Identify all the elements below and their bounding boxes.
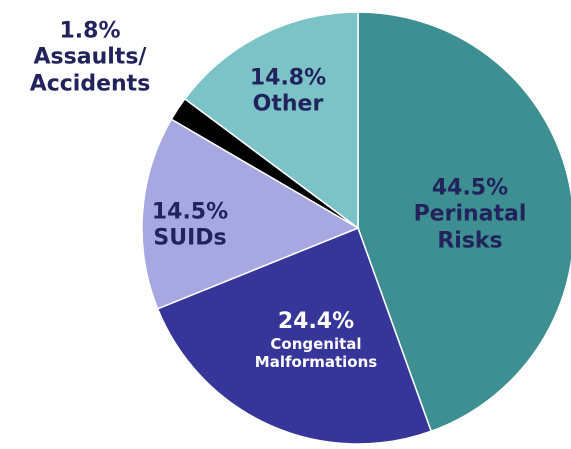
category-label: Congenital Malformations — [254, 335, 378, 372]
pie-slice — [183, 11, 359, 230]
slice-label: 14.8% Other — [228, 66, 348, 119]
value-label: 14.5% — [151, 199, 229, 225]
value-label: 24.4% — [277, 308, 355, 334]
slice-label: 44.5% Perinatal Risks — [395, 175, 545, 254]
category-label: Assaults/ Accidents — [29, 44, 151, 97]
slice-label: 24.4% Congenital Malformations — [241, 309, 391, 371]
pie-slice — [141, 118, 360, 310]
category-label: Perinatal Risks — [413, 201, 527, 254]
slice-label: 1.8% Assaults/ Accidents — [10, 18, 170, 97]
category-label: Other — [252, 92, 324, 117]
slice-label: 14.5% SUIDs — [145, 200, 235, 253]
value-label: 44.5% — [431, 175, 509, 201]
category-label: SUIDs — [153, 226, 227, 251]
value-label: 14.8% — [249, 65, 327, 91]
value-label: 1.8% — [59, 18, 121, 44]
